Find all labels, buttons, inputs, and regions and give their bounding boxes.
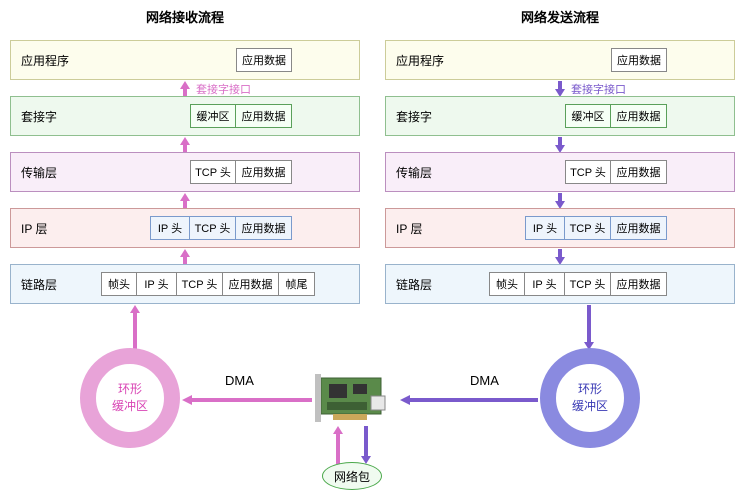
layer-trans-label: 传输层	[21, 164, 57, 181]
seg-ip: IP 头	[137, 272, 177, 296]
seg-appdata: 应用数据	[611, 48, 667, 72]
arrow-send-3	[553, 193, 567, 209]
recv-flow-column: 网络接收流程 应用程序 应用数据 套接字接口 套接字 缓冲区 应用数据 传输层 …	[10, 7, 360, 320]
sock-segments-right: 缓冲区 应用数据	[565, 104, 667, 128]
ip-segments-right: IP 头 TCP 头 应用数据	[525, 216, 667, 240]
layer-trans-right: 传输层 TCP 头 应用数据	[385, 152, 735, 192]
arrow-recv-3	[178, 193, 192, 209]
ip-segments-left: IP 头 TCP 头 应用数据	[150, 216, 292, 240]
seg-appdata: 应用数据	[236, 48, 292, 72]
seg-framehead: 帧头	[101, 272, 137, 296]
layer-app-right: 应用程序 应用数据	[385, 40, 735, 80]
layer-app-left: 应用程序 应用数据	[10, 40, 360, 80]
arrow-send-2	[553, 137, 567, 153]
sock-segments-left: 缓冲区 应用数据	[190, 104, 292, 128]
seg-ip: IP 头	[525, 272, 565, 296]
recv-title: 网络接收流程	[10, 7, 360, 26]
arrow-nic-to-ring-left	[182, 394, 312, 406]
socket-if-label-left: 套接字接口	[196, 81, 251, 97]
dma-label-left: DMA	[225, 373, 254, 388]
seg-appdata: 应用数据	[236, 104, 292, 128]
layer-link-label: 链路层	[396, 276, 432, 293]
layer-sock-label: 套接字	[21, 108, 57, 125]
layer-link-left: 链路层 帧头 IP 头 TCP 头 应用数据 帧尾	[10, 264, 360, 304]
network-packet: 网络包	[322, 462, 382, 490]
packet-label: 网络包	[334, 468, 370, 485]
seg-ip: IP 头	[150, 216, 190, 240]
ring-label-left: 环形缓冲区	[112, 381, 148, 415]
layer-link-label: 链路层	[21, 276, 57, 293]
seg-tcp: TCP 头	[190, 216, 236, 240]
ring-buffer-left: 环形缓冲区	[80, 348, 180, 448]
seg-appdata: 应用数据	[611, 216, 667, 240]
layer-trans-left: 传输层 TCP 头 应用数据	[10, 152, 360, 192]
arrow-send-1	[553, 81, 567, 97]
layer-ip-right: IP 层 IP 头 TCP 头 应用数据	[385, 208, 735, 248]
arrow-send-4	[553, 249, 567, 265]
seg-buffer: 缓冲区	[190, 104, 236, 128]
arrow-ring-to-link-left	[128, 305, 142, 350]
dma-label-right: DMA	[470, 373, 499, 388]
seg-framehead: 帧头	[489, 272, 525, 296]
seg-appdata: 应用数据	[611, 160, 667, 184]
arrow-ring-to-nic-right	[400, 394, 538, 406]
layer-sock-left: 套接字 缓冲区 应用数据	[10, 96, 360, 136]
trans-segments-left: TCP 头 应用数据	[190, 160, 292, 184]
arrow-recv-1	[178, 81, 192, 97]
layer-sock-right: 套接字 缓冲区 应用数据	[385, 96, 735, 136]
ring-label-right: 环形缓冲区	[572, 381, 608, 415]
seg-appdata: 应用数据	[223, 272, 279, 296]
layer-ip-label: IP 层	[21, 220, 47, 237]
seg-tcp: TCP 头	[177, 272, 223, 296]
seg-tcp: TCP 头	[190, 160, 236, 184]
layer-app-label: 应用程序	[396, 52, 444, 69]
layer-app-label: 应用程序	[21, 52, 69, 69]
app-segments-right: 应用数据	[611, 48, 667, 72]
link-segments-right: 帧头 IP 头 TCP 头 应用数据	[489, 272, 667, 296]
seg-ip: IP 头	[525, 216, 565, 240]
seg-frametail: 帧尾	[279, 272, 315, 296]
layer-ip-label: IP 层	[396, 220, 422, 237]
trans-segments-right: TCP 头 应用数据	[565, 160, 667, 184]
socket-if-label-right: 套接字接口	[571, 81, 626, 97]
arrow-recv-2	[178, 137, 192, 153]
seg-appdata: 应用数据	[236, 216, 292, 240]
seg-tcp: TCP 头	[565, 216, 611, 240]
seg-tcp: TCP 头	[565, 160, 611, 184]
seg-appdata: 应用数据	[236, 160, 292, 184]
seg-appdata: 应用数据	[611, 272, 667, 296]
app-segments-left: 应用数据	[236, 48, 292, 72]
layer-link-right: 链路层 帧头 IP 头 TCP 头 应用数据	[385, 264, 735, 304]
arrow-link-to-ring-right	[582, 305, 596, 350]
layer-sock-label: 套接字	[396, 108, 432, 125]
seg-buffer: 缓冲区	[565, 104, 611, 128]
send-title: 网络发送流程	[385, 7, 735, 26]
arrow-nic-to-packet	[360, 426, 372, 464]
layer-ip-left: IP 层 IP 头 TCP 头 应用数据	[10, 208, 360, 248]
send-flow-column: 网络发送流程 应用程序 应用数据 套接字接口 套接字 缓冲区 应用数据 传输层 …	[385, 7, 735, 320]
seg-tcp: TCP 头	[565, 272, 611, 296]
seg-appdata: 应用数据	[611, 104, 667, 128]
nic-card-icon	[315, 372, 395, 427]
link-segments-left: 帧头 IP 头 TCP 头 应用数据 帧尾	[101, 272, 315, 296]
ring-buffer-right: 环形缓冲区	[540, 348, 640, 448]
arrow-recv-4	[178, 249, 192, 265]
arrow-packet-to-nic	[332, 426, 344, 464]
layer-trans-label: 传输层	[396, 164, 432, 181]
